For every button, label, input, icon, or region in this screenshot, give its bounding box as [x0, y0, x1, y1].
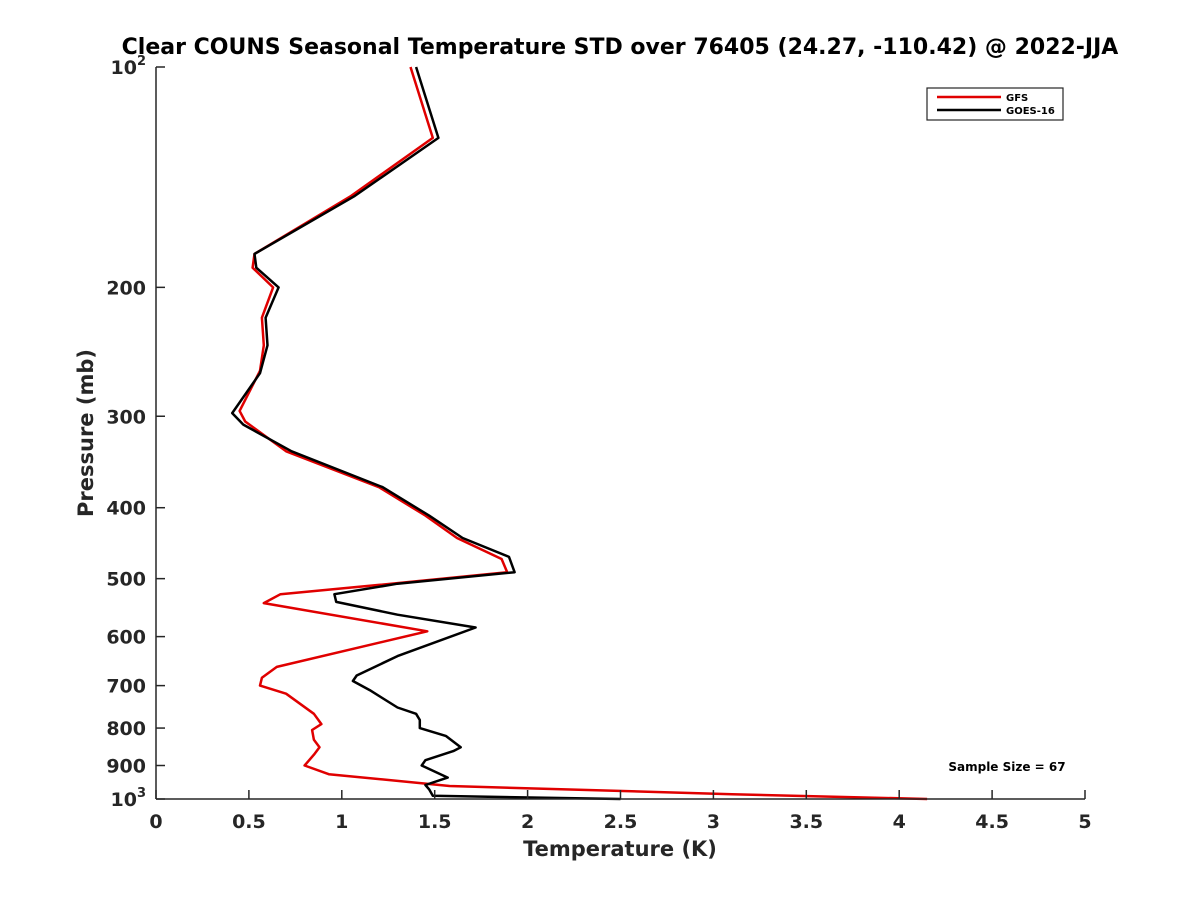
- series-line-gfs: [238, 66, 928, 801]
- legend-gfs-label: GFS: [1006, 93, 1028, 104]
- x-tick-label: 1.5: [418, 811, 452, 833]
- x-axis-label: Temperature (K): [523, 837, 717, 861]
- y-tick-label: 500: [106, 569, 146, 591]
- x-tick-label: 1: [335, 811, 348, 833]
- series-line-goes-16: [230, 66, 621, 801]
- x-tick-label: 2.5: [604, 811, 638, 833]
- series-lines: [230, 66, 928, 801]
- x-ticks: 0 0.5 1 1.5 2 2.5 3 3.5 4 4.5 5: [149, 790, 1092, 833]
- y-tick-label: 300: [106, 406, 146, 428]
- y-axis-label: Pressure (mb): [74, 349, 98, 517]
- x-tick-label: 3: [707, 811, 720, 833]
- x-tick-label: 0: [149, 811, 162, 833]
- y-tick-label: 800: [106, 718, 146, 740]
- x-tick-label: 3.5: [789, 811, 823, 833]
- x-tick-label: 2: [521, 811, 534, 833]
- y-tick-label: 600: [106, 627, 146, 649]
- legend-goes16-label: GOES-16: [1006, 106, 1055, 117]
- x-tick-label: 0.5: [232, 811, 266, 833]
- y-tick-label: 900: [106, 756, 146, 778]
- x-tick-label: 4: [893, 811, 906, 833]
- y-tick-label: 200: [106, 277, 146, 299]
- legend-box: [926, 87, 1064, 121]
- x-tick-label: 5: [1078, 811, 1091, 833]
- sample-size-annotation: Sample Size = 67: [948, 760, 1065, 774]
- legend: GFS GOES-16: [926, 87, 1064, 121]
- y-tick-label: 400: [106, 498, 146, 520]
- chart-title: Clear COUNS Seasonal Temperature STD ove…: [122, 35, 1119, 60]
- y-tick-label: 700: [106, 676, 146, 698]
- y-tick-label: 103: [111, 786, 147, 811]
- x-tick-label: 4.5: [975, 811, 1009, 833]
